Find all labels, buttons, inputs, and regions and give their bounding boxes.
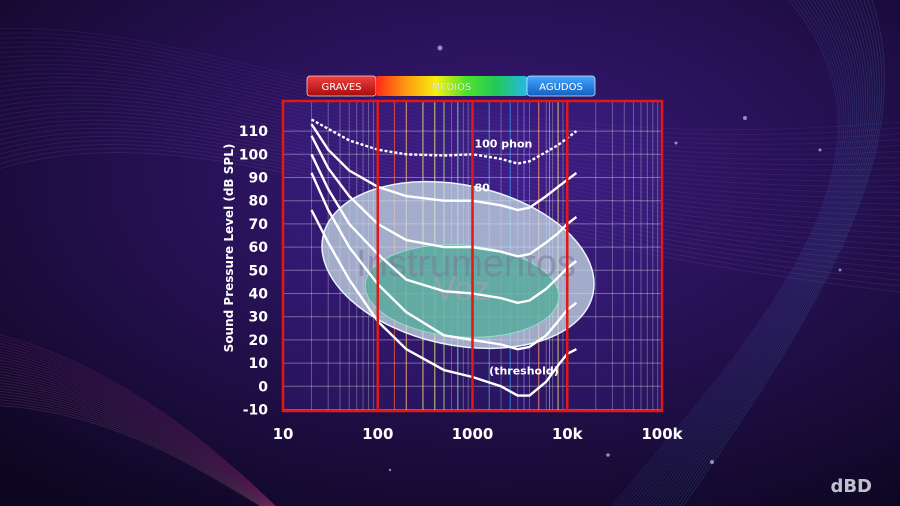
band-agudos[interactable]: AGUDOS <box>526 75 596 97</box>
range-overlay: Instrumentos Voz <box>321 180 595 350</box>
loudness-curve <box>310 153 578 304</box>
band-agudos-label: AGUDOS <box>539 82 583 93</box>
y-tick-label: 20 <box>249 333 269 349</box>
y-tick-label: 70 <box>249 217 269 233</box>
x-tick-label: 100 <box>362 425 393 443</box>
y-tick-label: 0 <box>258 379 268 395</box>
y-tick-label: 30 <box>249 310 269 326</box>
instruments-label: Instrumentos <box>356 243 576 285</box>
y-tick-label: 50 <box>249 263 269 279</box>
band-header: GRAVES MEDIOS AGUDOS <box>306 75 596 97</box>
band-graves-label: GRAVES <box>322 82 362 93</box>
loudness-curve <box>310 172 578 351</box>
band-frames <box>281 99 664 413</box>
y-tick-label: 80 <box>249 194 269 210</box>
loudness-curve <box>310 209 577 397</box>
band-graves[interactable]: GRAVES <box>306 75 377 97</box>
x-tick-label: 100k <box>641 425 683 443</box>
curve-annotation: 100 phon <box>475 137 533 150</box>
loudness-curve <box>310 135 578 258</box>
curve-annotation: (threshold) <box>489 365 559 378</box>
band-medios[interactable]: MEDIOS <box>376 76 527 96</box>
y-tick-label: 10 <box>249 356 269 372</box>
y-axis-ticks: -10 0 10 20 30 40 50 60 70 80 90 100 110 <box>239 124 268 418</box>
y-tick-label: 40 <box>249 287 269 303</box>
equal-loudness-curves <box>310 118 578 397</box>
x-axis-ticks: 10 100 1000 10k 100k <box>273 425 684 443</box>
band-medios-label: MEDIOS <box>432 82 472 93</box>
x-tick-label: 1000 <box>452 425 494 443</box>
y-tick-label: 60 <box>249 240 269 256</box>
curve-annotations: 100 phon 80 (threshold) <box>475 137 559 377</box>
voice-label: Voz <box>434 270 491 308</box>
loudness-curve <box>310 118 578 165</box>
y-tick-label: 100 <box>239 147 268 163</box>
x-tick-label: 10 <box>273 425 294 443</box>
y-tick-label: -10 <box>243 403 269 419</box>
y-tick-label: 110 <box>239 124 268 140</box>
y-axis-label: Sound Pressure Level (dB SPL) <box>222 144 236 353</box>
x-tick-label: 10k <box>552 425 584 443</box>
watermark-logo: dBD <box>830 476 872 497</box>
curve-annotation: 80 <box>475 181 491 194</box>
y-tick-label: 90 <box>249 171 269 187</box>
loudness-curve <box>310 123 578 212</box>
